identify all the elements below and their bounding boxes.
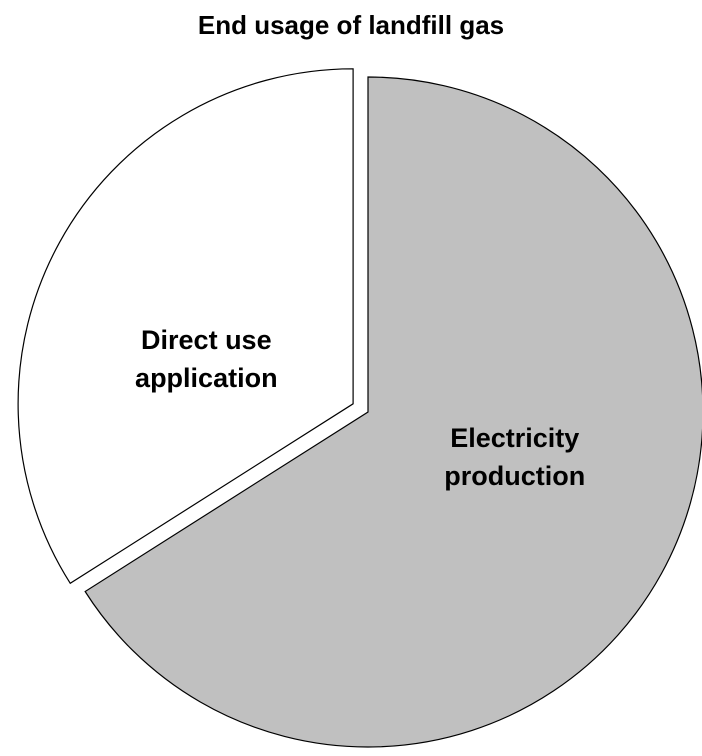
chart-title: End usage of landfill gas (197, 10, 505, 40)
pie-slice (84, 76, 702, 748)
slice-label: Electricity production (444, 422, 586, 491)
slice-label: Direct use application (135, 325, 278, 394)
pie-slice (17, 68, 354, 585)
